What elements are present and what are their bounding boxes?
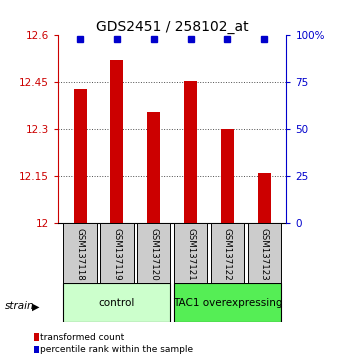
Bar	[184, 81, 197, 223]
Text: transformed count: transformed count	[40, 332, 124, 342]
Text: ▶: ▶	[32, 302, 39, 312]
Text: GSM137118: GSM137118	[76, 228, 85, 280]
Text: GSM137119: GSM137119	[113, 228, 121, 280]
Text: percentile rank within the sample: percentile rank within the sample	[40, 345, 193, 354]
Bar	[110, 61, 123, 223]
Text: GSM137123: GSM137123	[260, 228, 269, 280]
Bar	[147, 112, 160, 223]
Title: GDS2451 / 258102_at: GDS2451 / 258102_at	[96, 21, 249, 34]
Text: GSM137122: GSM137122	[223, 228, 232, 280]
Bar	[174, 283, 281, 322]
Text: TAC1 overexpressing: TAC1 overexpressing	[173, 298, 282, 308]
Bar	[137, 223, 170, 285]
Bar	[211, 223, 244, 285]
Bar	[221, 129, 234, 223]
Text: strain: strain	[5, 301, 35, 311]
Bar	[258, 173, 271, 223]
Bar	[248, 223, 281, 285]
Text: GSM137121: GSM137121	[186, 228, 195, 280]
Text: control: control	[99, 298, 135, 308]
Bar	[63, 223, 97, 285]
Bar	[100, 223, 134, 285]
Bar	[174, 223, 207, 285]
Bar	[63, 283, 170, 322]
Text: GSM137120: GSM137120	[149, 228, 158, 280]
Bar	[74, 88, 87, 223]
